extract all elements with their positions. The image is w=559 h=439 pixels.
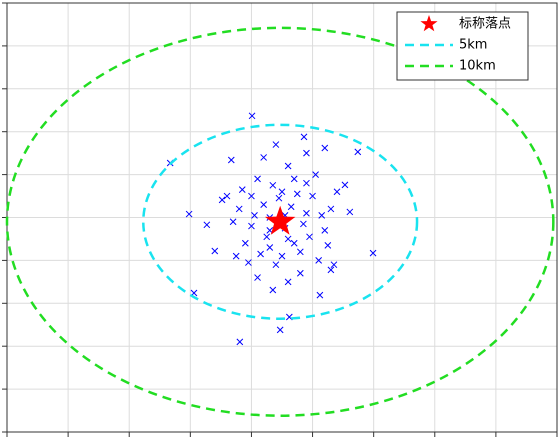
- scatter-point: [185, 210, 193, 218]
- scatter-point: [248, 192, 255, 200]
- scatter-point: [327, 205, 335, 213]
- scatter-point: [306, 233, 313, 241]
- scatter-point: [315, 257, 323, 264]
- range-ellipse: [5, 26, 555, 417]
- scatter-point: [269, 286, 277, 294]
- range-ellipse: [142, 123, 419, 320]
- scatter-point: [257, 250, 264, 258]
- scatter-point: [260, 154, 268, 161]
- scatter-point: [290, 239, 298, 247]
- scatter-point: [346, 208, 354, 216]
- scatter-point: [223, 192, 231, 200]
- legend-label: 标称落点: [459, 17, 511, 32]
- scatter-point: [333, 188, 341, 196]
- scatter-point: [245, 259, 252, 266]
- legend-box: [396, 11, 529, 81]
- scatter-point: [296, 248, 304, 256]
- scatter-point: [327, 266, 335, 274]
- scatter-point: [232, 252, 240, 260]
- star-point: [264, 205, 296, 235]
- scatter-point: [284, 235, 292, 243]
- scatter-point: [275, 194, 283, 202]
- scatter-point: [236, 338, 244, 346]
- scatter-point: [318, 212, 326, 219]
- scatter-point: [300, 133, 308, 141]
- scatter-point: [321, 227, 329, 234]
- scatter-point: [278, 252, 286, 260]
- scatter-point: [369, 249, 377, 257]
- scatter-point: [241, 239, 249, 247]
- scatter-point: [248, 222, 255, 230]
- scatter-point: [272, 261, 280, 269]
- scatter-point: [300, 220, 307, 228]
- scatter-point: [303, 209, 310, 217]
- scatter-point: [254, 274, 261, 281]
- scatter-point: [269, 181, 277, 189]
- scatter-point: [251, 212, 258, 219]
- scatter-point: [309, 192, 316, 200]
- legend-label: 5km: [459, 38, 487, 53]
- legend-label: 10km: [459, 59, 496, 74]
- scatter-point: [293, 190, 301, 198]
- scatter-point: [312, 171, 319, 178]
- scatter-point: [248, 112, 256, 120]
- scatter-point: [321, 144, 329, 152]
- scatter-point: [227, 156, 235, 164]
- scatter-point: [203, 221, 211, 229]
- scatter-point: [260, 201, 268, 208]
- scatter-point: [354, 148, 362, 156]
- scatter-point: [303, 149, 310, 157]
- scatter-point: [296, 269, 304, 277]
- scatter-point: [278, 188, 286, 196]
- scatter-point: [324, 242, 332, 249]
- scatter-point: [341, 181, 349, 189]
- scatter-point: [254, 175, 261, 183]
- scatter-point: [330, 261, 338, 269]
- scatter-point: [276, 326, 284, 334]
- scatter-point: [238, 186, 246, 193]
- scatter-point: [218, 196, 226, 204]
- scatter-point: [235, 205, 243, 213]
- scatter-point: [263, 233, 271, 241]
- scatter-point: [284, 162, 292, 170]
- scatter-point: [287, 203, 295, 211]
- legend-symbol: [420, 15, 438, 32]
- scatter-point: [272, 141, 280, 148]
- scatter-point: [316, 291, 324, 299]
- scatter-point: [266, 244, 274, 251]
- scatter-point: [229, 218, 237, 226]
- scatter-point: [284, 278, 292, 286]
- scatter-point: [211, 247, 219, 255]
- scatter-point: [303, 179, 310, 187]
- scatter-point: [290, 175, 298, 183]
